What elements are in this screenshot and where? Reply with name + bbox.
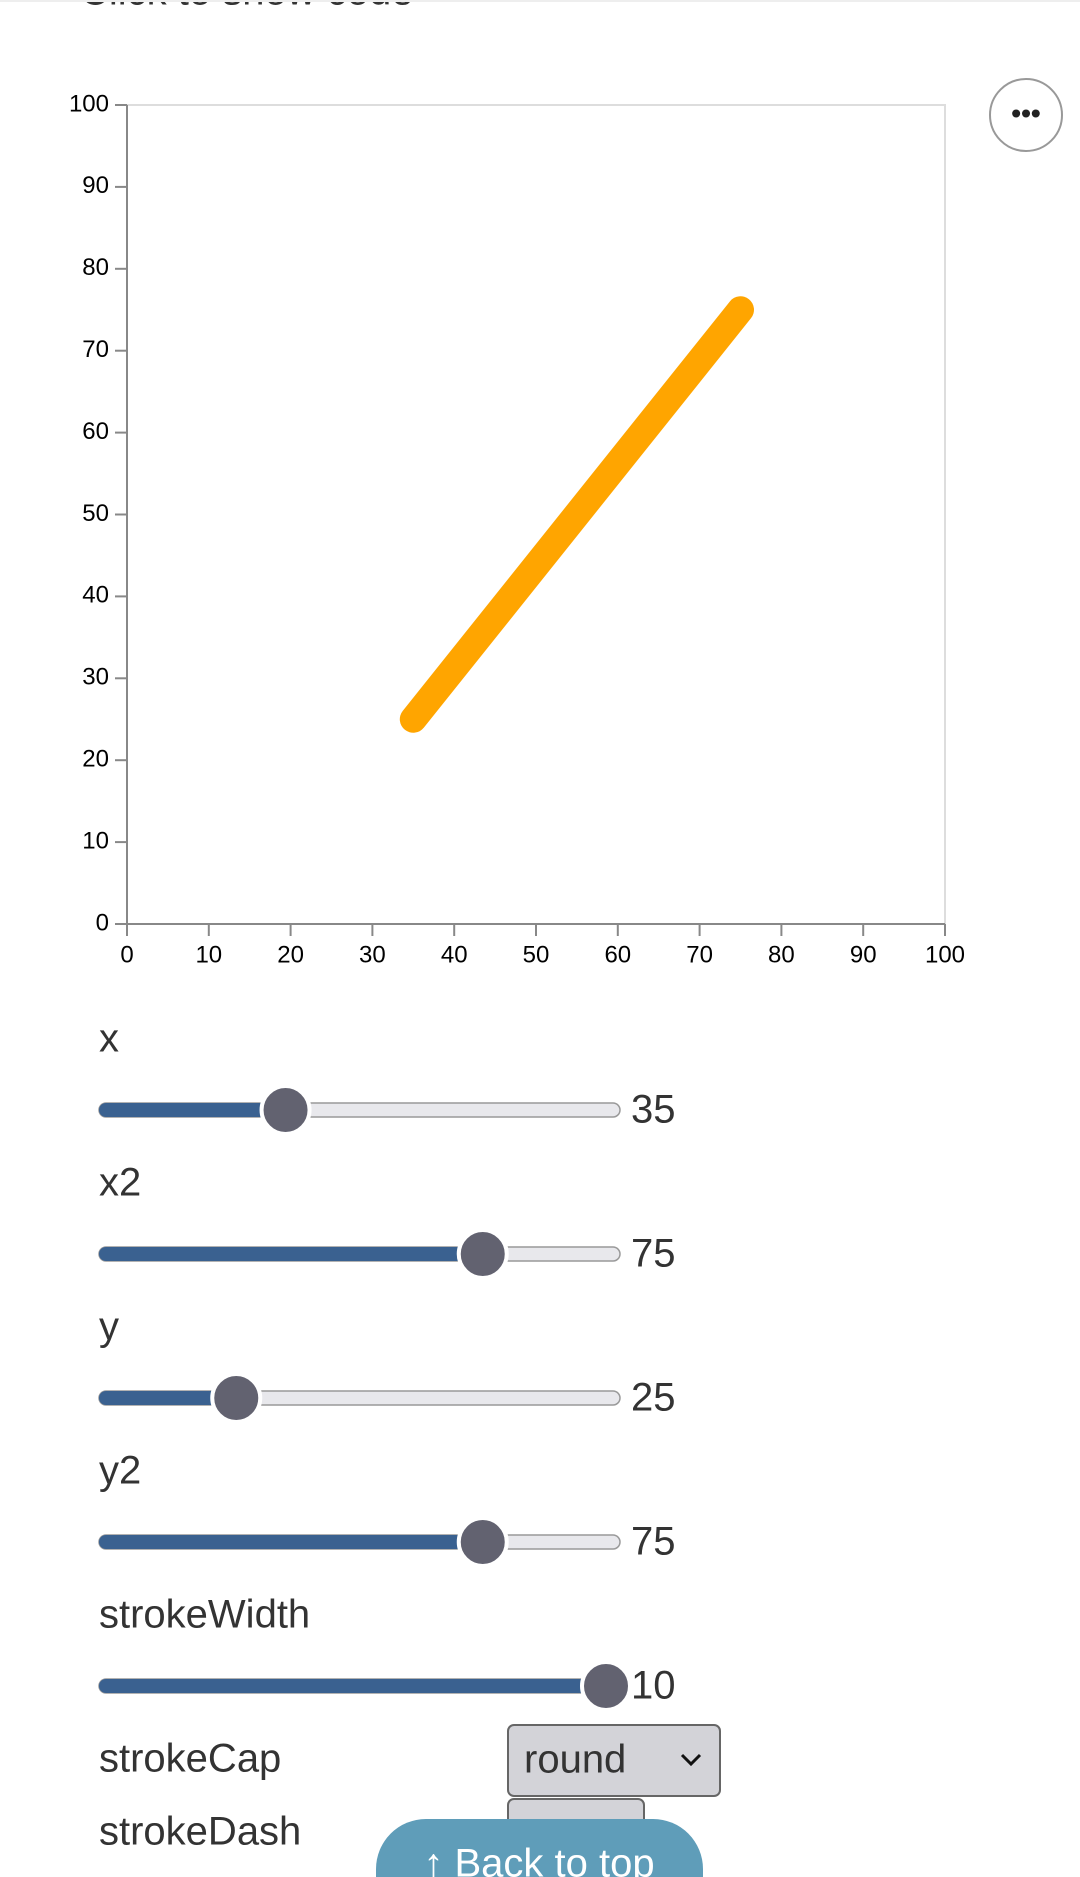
y-tick-label: 80 — [82, 254, 109, 281]
x-tick-label: 30 — [359, 941, 386, 968]
y-tick-label: 90 — [82, 172, 109, 199]
x-tick-label: 50 — [523, 941, 550, 968]
slider-fill — [99, 1535, 483, 1549]
slider-thumb[interactable] — [580, 1660, 632, 1712]
slider-value: 75 — [631, 1520, 676, 1564]
control-label: y2 — [99, 1449, 141, 1493]
select-label: strokeDash — [99, 1810, 301, 1854]
y-tick-label: 10 — [82, 827, 109, 854]
select-label: strokeCap — [99, 1737, 281, 1781]
select-chevron — [680, 1753, 702, 1767]
slider-value: 25 — [631, 1376, 676, 1420]
slider-fill — [99, 1679, 606, 1693]
control-label: y — [99, 1305, 119, 1349]
slider-value: 35 — [631, 1088, 676, 1132]
x-tick-label: 60 — [604, 941, 631, 968]
y-tick-label: 0 — [96, 909, 109, 936]
slider-fill — [99, 1103, 286, 1117]
slider-value: 10 — [631, 1664, 676, 1708]
plot-frame — [126, 104, 946, 925]
x-tick-label: 90 — [850, 941, 877, 968]
control-label: x2 — [99, 1161, 141, 1205]
x-tick-label: 10 — [195, 941, 222, 968]
x-tick-label: 20 — [277, 941, 304, 968]
slider-thumb[interactable] — [259, 1084, 312, 1136]
code-link[interactable]: Click to show code — [80, 0, 413, 14]
control-label: strokeWidth — [99, 1593, 310, 1637]
slider-value: 75 — [631, 1232, 676, 1276]
control-label: x — [99, 1017, 119, 1061]
x-tick-label: 80 — [768, 941, 795, 968]
x-tick-label: 0 — [120, 941, 133, 968]
slider-thumb[interactable] — [456, 1228, 509, 1280]
menu-circle[interactable] — [989, 78, 1063, 152]
y-tick-label: 60 — [82, 418, 109, 445]
y-tick-label: 70 — [82, 336, 109, 363]
y-tick-label: 100 — [69, 90, 109, 117]
y-tick-label: 40 — [82, 582, 109, 609]
x-tick-label: 70 — [686, 941, 713, 968]
y-tick-label: 30 — [82, 664, 109, 691]
y-tick-label: 50 — [82, 500, 109, 527]
y-tick-label: 20 — [82, 746, 109, 773]
back-to-top[interactable]: ↑ Back to top — [423, 1842, 654, 1877]
x-tick-label: 40 — [441, 941, 468, 968]
x-tick-label: 100 — [925, 941, 965, 968]
rule — [399, 296, 754, 733]
select-value: round — [524, 1738, 626, 1782]
slider-thumb[interactable] — [456, 1516, 509, 1568]
back-to-top-button[interactable] — [376, 1819, 703, 1877]
menu-button[interactable]: ••• — [1011, 97, 1040, 128]
select-box[interactable] — [507, 1724, 721, 1797]
slider-fill — [99, 1247, 483, 1261]
slider-thumb[interactable] — [210, 1372, 263, 1424]
slider-fill — [99, 1391, 237, 1405]
